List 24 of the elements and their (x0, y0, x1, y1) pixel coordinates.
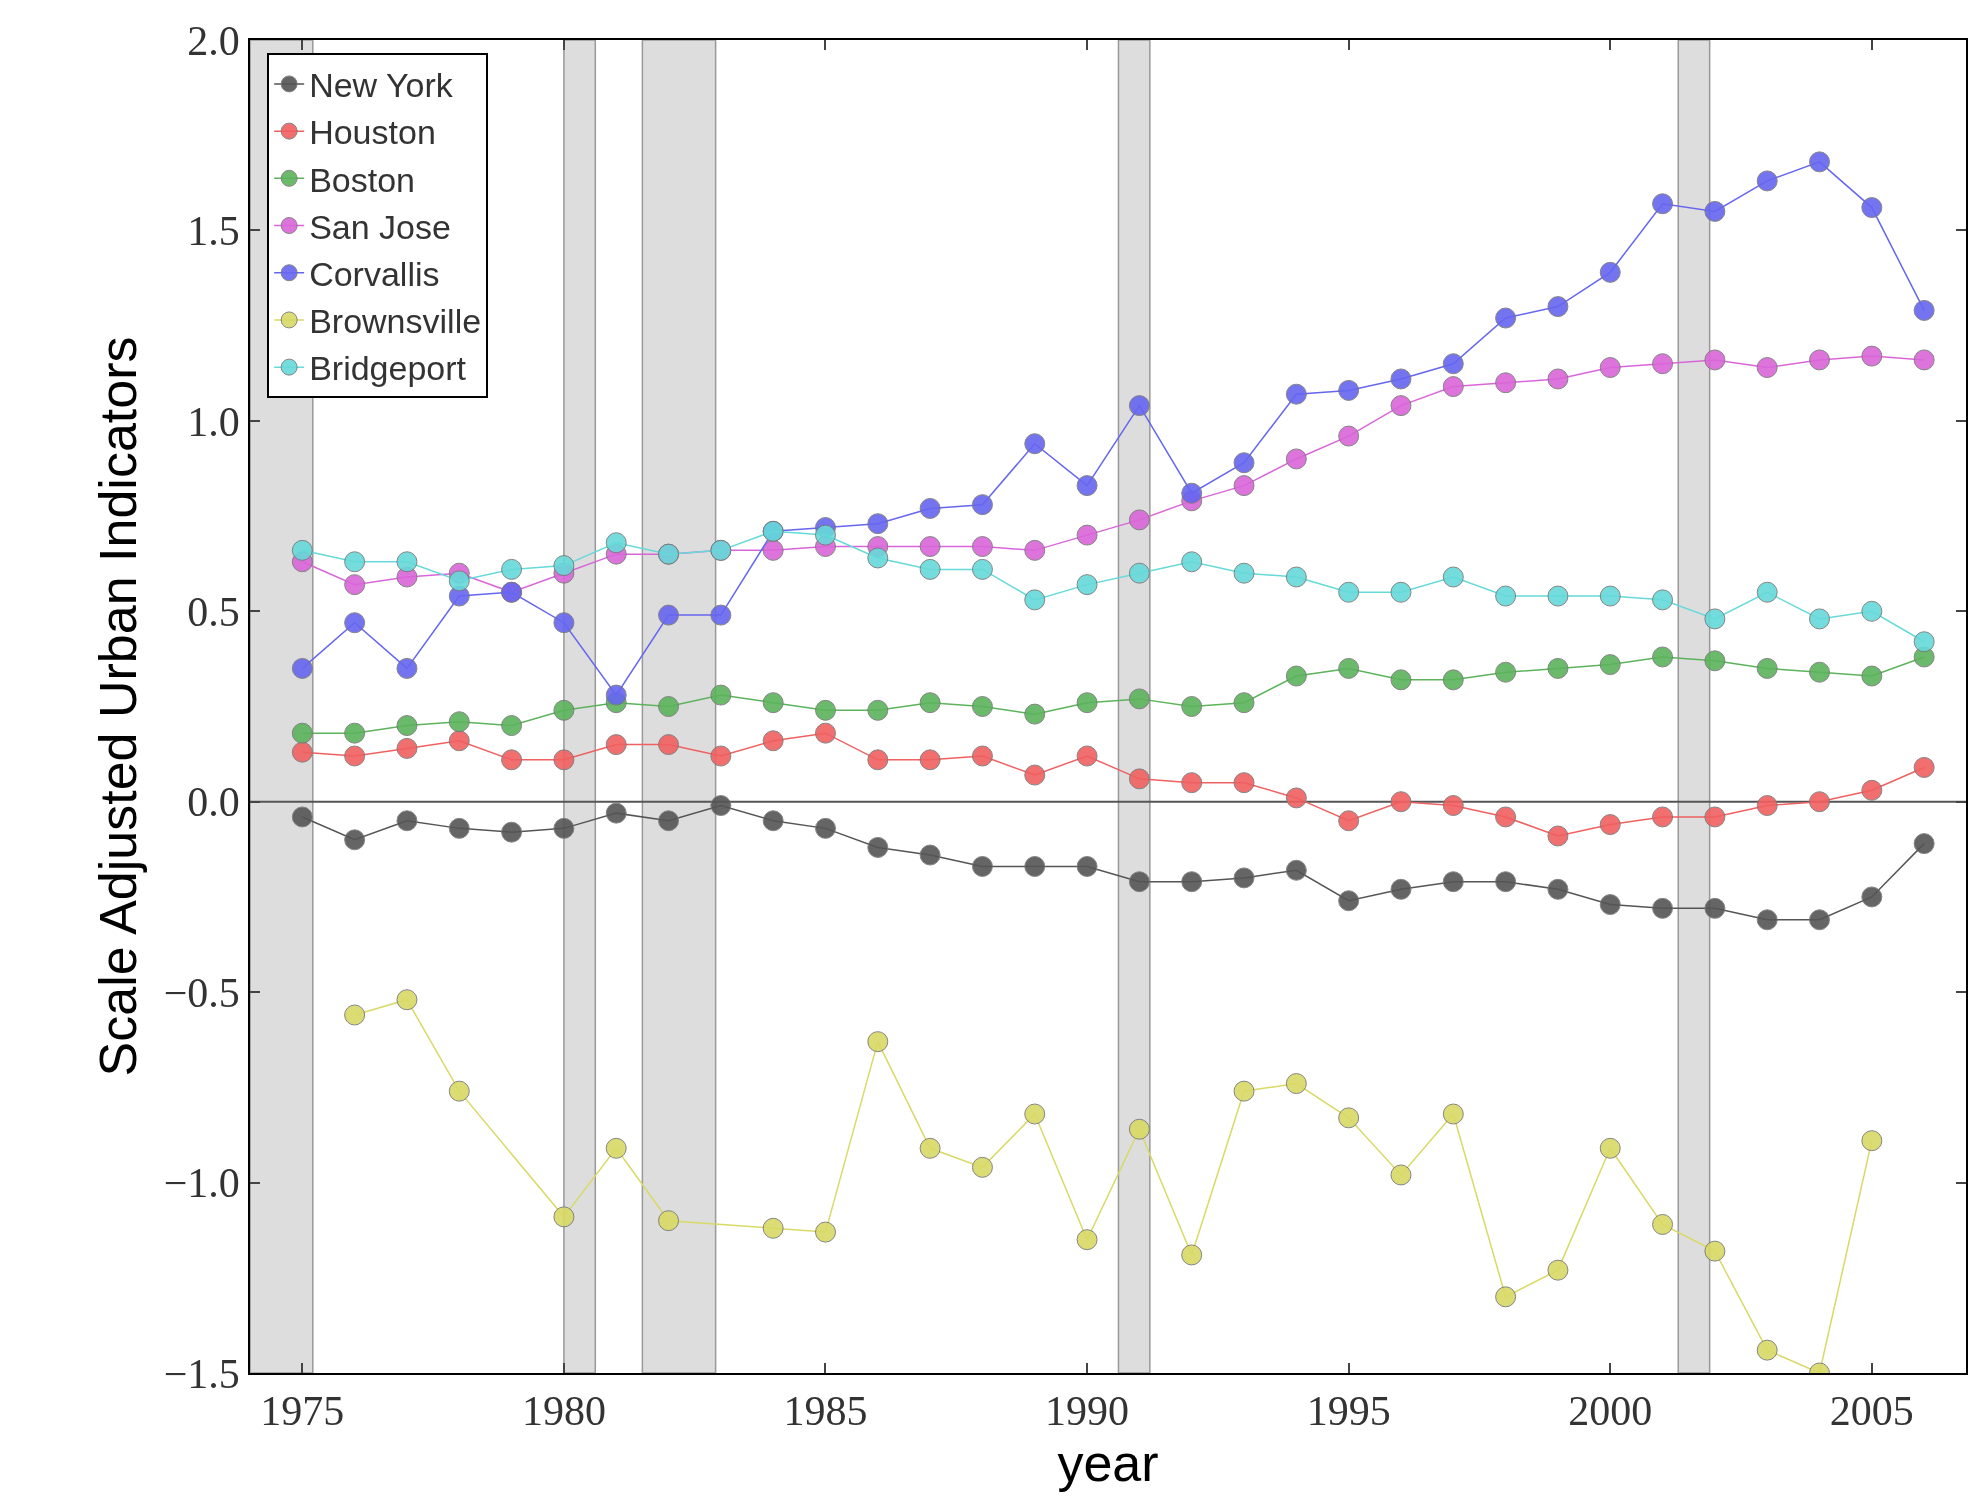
y-tick-label: 1.5 (187, 208, 240, 255)
legend-label: Houston (309, 113, 436, 152)
x-tick-label: 1980 (521, 1388, 606, 1435)
y-axis-title: Scale Adjusted Urban Indicators (89, 336, 148, 1077)
y-tick-label: 0.5 (187, 588, 240, 635)
y-tick-label: −1.0 (163, 1160, 240, 1207)
x-axis-title: year (1057, 1434, 1159, 1493)
x-tick-label: 2005 (1829, 1388, 1914, 1435)
y-tick-label: −1.5 (163, 1350, 240, 1397)
legend-label: Corvallis (309, 254, 440, 293)
legend-label: Boston (309, 160, 416, 199)
legend-label: Brownsville (309, 302, 482, 341)
y-tick-label: −0.5 (163, 969, 240, 1016)
y-tick-label: 1.0 (187, 398, 240, 445)
x-tick-label: 1975 (260, 1388, 345, 1435)
y-tick-label: 2.0 (187, 17, 240, 64)
legend-label: San Jose (309, 207, 451, 246)
x-tick-label: 2000 (1568, 1388, 1653, 1435)
x-tick-label: 1995 (1306, 1388, 1391, 1435)
x-tick-label: 1990 (1045, 1388, 1130, 1435)
legend-label: New York (309, 66, 454, 105)
x-tick-label: 1985 (783, 1388, 868, 1435)
y-tick-label: 0.0 (187, 779, 240, 826)
legend-label: Bridgeport (309, 349, 467, 388)
